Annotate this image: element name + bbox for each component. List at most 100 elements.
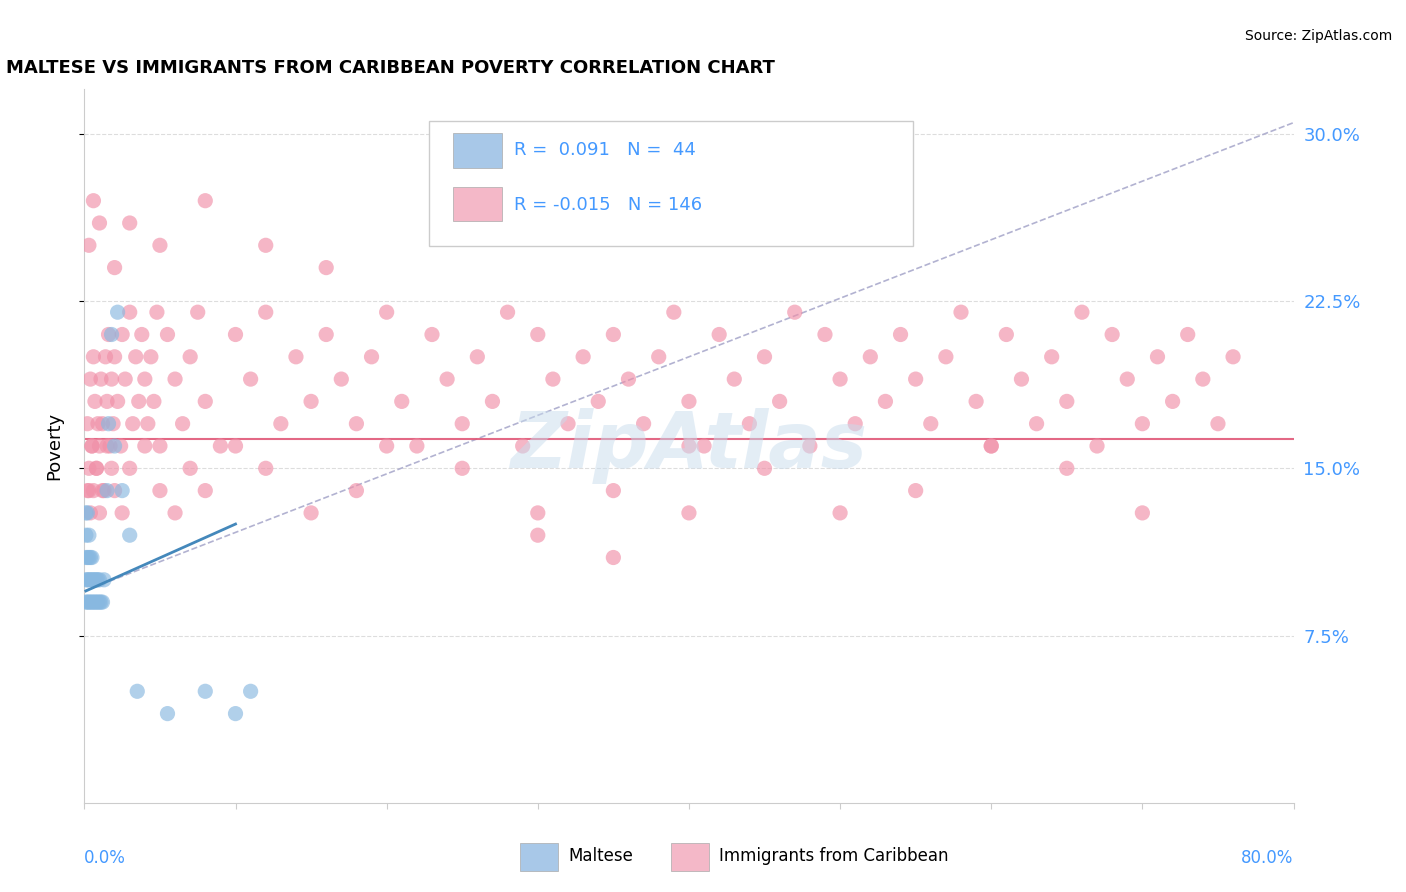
- Point: [172, 417, 194, 431]
- Text: R =  0.091   N =  44: R = 0.091 N = 44: [513, 141, 696, 159]
- Point: [875, 394, 897, 409]
- Point: [1056, 394, 1078, 409]
- Point: [149, 483, 172, 498]
- Point: [104, 350, 127, 364]
- Point: [87, 595, 110, 609]
- Point: [187, 305, 209, 319]
- Point: [1206, 417, 1229, 431]
- Point: [76, 506, 98, 520]
- Text: 80.0%: 80.0%: [1241, 849, 1294, 867]
- Point: [77, 573, 100, 587]
- Point: [375, 305, 398, 319]
- Point: [79, 573, 101, 587]
- Point: [769, 394, 792, 409]
- Point: [91, 417, 114, 431]
- Point: [75, 506, 97, 520]
- Point: [1085, 439, 1108, 453]
- Point: [481, 394, 503, 409]
- Point: [451, 461, 474, 475]
- Point: [799, 439, 821, 453]
- Point: [678, 439, 700, 453]
- Point: [93, 573, 115, 587]
- Point: [149, 439, 172, 453]
- Point: [194, 483, 217, 498]
- Point: [890, 327, 912, 342]
- Point: [86, 573, 108, 587]
- Point: [1192, 372, 1215, 386]
- Point: [80, 439, 103, 453]
- Y-axis label: Poverty: Poverty: [45, 412, 63, 480]
- Point: [96, 439, 118, 453]
- Point: [90, 372, 112, 386]
- Point: [100, 327, 122, 342]
- Point: [194, 394, 217, 409]
- Point: [86, 461, 108, 475]
- Point: [814, 327, 837, 342]
- Point: [995, 327, 1018, 342]
- Point: [89, 506, 111, 520]
- Point: [360, 350, 382, 364]
- Point: [89, 595, 111, 609]
- Point: [134, 372, 156, 386]
- Point: [80, 550, 103, 565]
- Point: [91, 483, 114, 498]
- Point: [118, 305, 141, 319]
- Point: [77, 595, 100, 609]
- Point: [225, 439, 247, 453]
- Point: [156, 327, 179, 342]
- Point: [84, 394, 107, 409]
- Point: [80, 595, 103, 609]
- Point: [541, 372, 564, 386]
- Point: [1025, 417, 1047, 431]
- Point: [76, 595, 98, 609]
- Point: [225, 327, 247, 342]
- Point: [125, 350, 148, 364]
- Point: [1040, 350, 1063, 364]
- Point: [76, 550, 98, 565]
- Point: [118, 216, 141, 230]
- Point: [648, 350, 671, 364]
- Text: MALTESE VS IMMIGRANTS FROM CARIBBEAN POVERTY CORRELATION CHART: MALTESE VS IMMIGRANTS FROM CARIBBEAN POV…: [6, 59, 775, 77]
- Text: ZipAtlas: ZipAtlas: [510, 408, 868, 484]
- Point: [107, 305, 129, 319]
- Point: [75, 573, 97, 587]
- Point: [602, 550, 624, 565]
- Text: R = -0.015   N = 146: R = -0.015 N = 146: [513, 196, 702, 214]
- Point: [209, 439, 232, 453]
- Point: [844, 417, 866, 431]
- Point: [82, 483, 104, 498]
- Point: [111, 327, 134, 342]
- Point: [602, 483, 624, 498]
- Point: [165, 372, 187, 386]
- Point: [315, 327, 337, 342]
- Point: [980, 439, 1002, 453]
- Point: [96, 483, 118, 498]
- Point: [557, 417, 579, 431]
- Point: [111, 506, 134, 520]
- Point: [315, 260, 337, 275]
- Point: [1056, 461, 1078, 475]
- Point: [104, 260, 127, 275]
- Point: [194, 684, 217, 698]
- Point: [80, 573, 103, 587]
- Point: [98, 439, 121, 453]
- Point: [131, 327, 153, 342]
- Point: [89, 439, 111, 453]
- Point: [330, 372, 353, 386]
- Point: [406, 439, 429, 453]
- Point: [84, 595, 107, 609]
- Point: [82, 350, 104, 364]
- Text: Maltese: Maltese: [568, 847, 633, 864]
- Point: [76, 573, 98, 587]
- Point: [346, 417, 368, 431]
- Point: [107, 394, 129, 409]
- Point: [77, 528, 100, 542]
- Point: [111, 483, 134, 498]
- Point: [114, 372, 136, 386]
- Point: [662, 305, 685, 319]
- Point: [179, 350, 201, 364]
- Point: [285, 350, 308, 364]
- Point: [91, 595, 114, 609]
- Point: [76, 483, 98, 498]
- Point: [678, 506, 700, 520]
